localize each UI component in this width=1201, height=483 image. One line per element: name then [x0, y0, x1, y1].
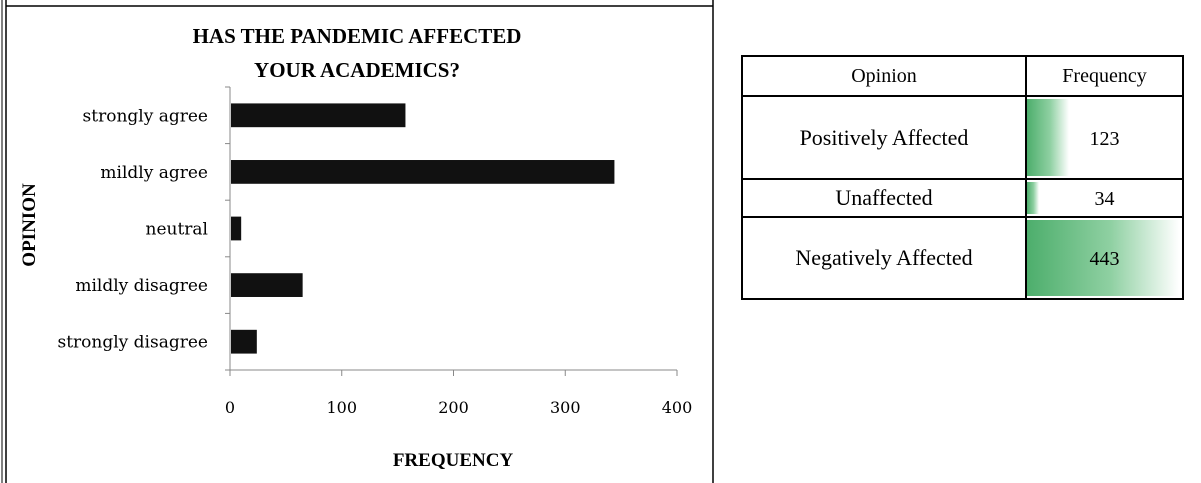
x-tick-label: 0	[225, 398, 235, 417]
data-bar	[1027, 220, 1179, 296]
frequency-value: 34	[1094, 188, 1115, 211]
x-axis-label: FREQUENCY	[393, 450, 514, 471]
table-cell-opinion: Negatively Affected	[741, 216, 1027, 300]
table-header-opinion: Opinion	[741, 54, 1027, 98]
x-tick-label: 400	[662, 398, 693, 417]
table-cell-opinion: Positively Affected	[741, 95, 1027, 180]
x-tick-label: 200	[438, 398, 469, 417]
frequency-value: 443	[1089, 248, 1120, 271]
plot-area: 0 100 200 300 400 strongly agree mildly agree n…	[57, 86, 693, 417]
bar	[231, 329, 257, 354]
category-label: strongly disagree	[57, 333, 208, 353]
category-label: mildly agree	[100, 163, 208, 183]
category-label: mildly disagree	[75, 276, 208, 296]
chart-title-line-1: HAS THE PANDEMIC AFFECTED	[193, 24, 522, 48]
data-bar	[1027, 99, 1070, 176]
table-header-frequency: Frequency	[1025, 54, 1184, 98]
x-tick-label: 100	[326, 398, 357, 417]
frequency-value: 123	[1089, 127, 1120, 150]
bar	[231, 216, 242, 241]
category-label: neutral	[146, 220, 209, 240]
bar	[231, 103, 406, 128]
table-header-row: Opinion Frequency	[741, 54, 1184, 98]
table-row: Positively Affected 123	[741, 95, 1184, 180]
table-cell-opinion: Unaffected	[741, 177, 1027, 219]
bar	[231, 273, 303, 297]
frequency-table: Opinion Frequency Positively Affected 12…	[741, 54, 1184, 300]
table-row: Negatively Affected 443	[741, 216, 1184, 300]
category-label: strongly agree	[83, 106, 208, 126]
chart-title-line-2: YOUR ACADEMICS?	[254, 58, 460, 82]
table-cell-frequency: 443	[1025, 216, 1184, 300]
data-bar	[1027, 182, 1039, 215]
table-cell-frequency: 34	[1025, 177, 1184, 219]
table-cell-frequency: 123	[1025, 95, 1184, 180]
bar	[231, 160, 615, 184]
table-row: Unaffected 34	[741, 177, 1184, 219]
y-axis-label: OPINION	[19, 183, 40, 267]
x-tick-label: 300	[550, 398, 581, 417]
